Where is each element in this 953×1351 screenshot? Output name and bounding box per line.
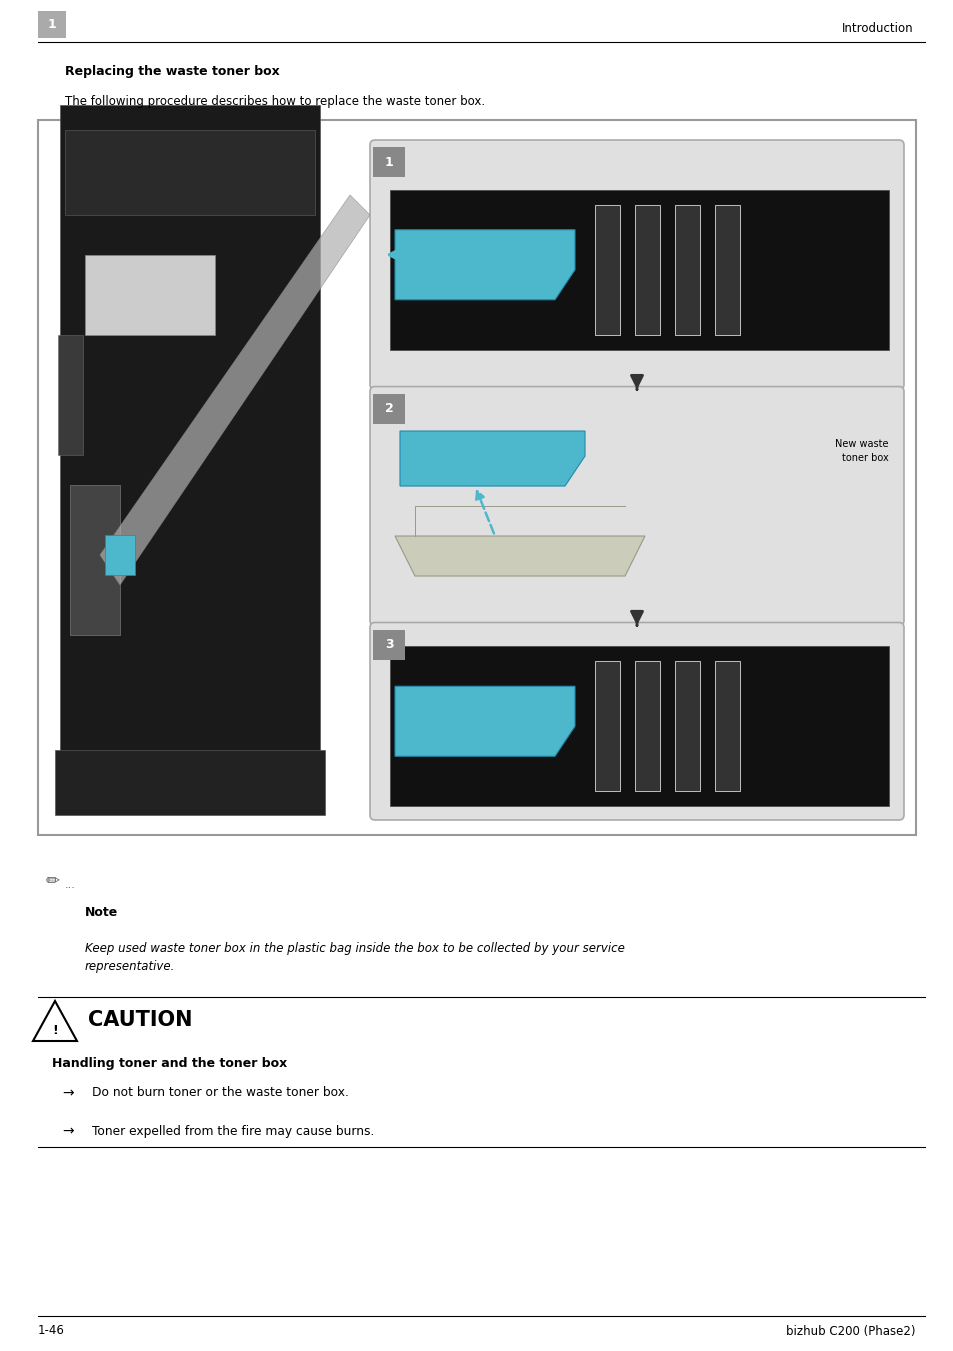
FancyBboxPatch shape <box>390 189 888 350</box>
Polygon shape <box>399 431 584 486</box>
FancyBboxPatch shape <box>635 205 659 335</box>
Text: Replacing the waste toner box: Replacing the waste toner box <box>65 65 279 78</box>
FancyBboxPatch shape <box>373 630 405 659</box>
Text: 2: 2 <box>384 403 393 415</box>
FancyBboxPatch shape <box>38 11 66 38</box>
FancyBboxPatch shape <box>85 255 214 335</box>
FancyBboxPatch shape <box>675 661 700 792</box>
FancyBboxPatch shape <box>65 130 314 215</box>
Polygon shape <box>100 195 370 585</box>
FancyBboxPatch shape <box>373 147 405 177</box>
FancyBboxPatch shape <box>390 646 888 807</box>
Polygon shape <box>395 536 644 576</box>
Text: bizhub C200 (Phase2): bizhub C200 (Phase2) <box>785 1324 915 1337</box>
FancyBboxPatch shape <box>370 386 903 626</box>
Text: 3: 3 <box>384 638 393 651</box>
Polygon shape <box>105 535 135 576</box>
Text: 1: 1 <box>384 155 393 169</box>
FancyBboxPatch shape <box>70 485 120 635</box>
Text: CAUTION: CAUTION <box>88 1011 193 1029</box>
FancyBboxPatch shape <box>38 120 915 835</box>
FancyBboxPatch shape <box>595 661 619 792</box>
Text: 1: 1 <box>48 19 56 31</box>
Text: Toner expelled from the fire may cause burns.: Toner expelled from the fire may cause b… <box>91 1124 374 1138</box>
Text: ...: ... <box>65 880 76 890</box>
FancyBboxPatch shape <box>370 141 903 389</box>
Text: Introduction: Introduction <box>841 22 913 35</box>
Text: !: ! <box>52 1024 58 1036</box>
Text: 1-46: 1-46 <box>38 1324 65 1337</box>
Text: ✏: ✏ <box>45 871 59 889</box>
Polygon shape <box>33 1001 77 1042</box>
Text: Handling toner and the toner box: Handling toner and the toner box <box>52 1056 287 1070</box>
FancyBboxPatch shape <box>60 105 319 755</box>
Text: The following procedure describes how to replace the waste toner box.: The following procedure describes how to… <box>65 96 485 108</box>
FancyBboxPatch shape <box>714 205 740 335</box>
Polygon shape <box>395 686 575 757</box>
FancyBboxPatch shape <box>55 750 325 815</box>
Text: →: → <box>62 1086 73 1100</box>
Polygon shape <box>395 230 575 300</box>
Text: Do not burn toner or the waste toner box.: Do not burn toner or the waste toner box… <box>91 1086 349 1100</box>
FancyBboxPatch shape <box>373 393 405 424</box>
Text: →: → <box>62 1124 73 1138</box>
FancyBboxPatch shape <box>370 623 903 820</box>
FancyBboxPatch shape <box>58 335 83 455</box>
FancyBboxPatch shape <box>714 661 740 792</box>
FancyBboxPatch shape <box>595 205 619 335</box>
Text: Keep used waste toner box in the plastic bag inside the box to be collected by y: Keep used waste toner box in the plastic… <box>85 942 624 973</box>
FancyBboxPatch shape <box>635 661 659 792</box>
Text: Note: Note <box>85 905 118 919</box>
Text: New waste
toner box: New waste toner box <box>835 439 888 462</box>
FancyBboxPatch shape <box>675 205 700 335</box>
